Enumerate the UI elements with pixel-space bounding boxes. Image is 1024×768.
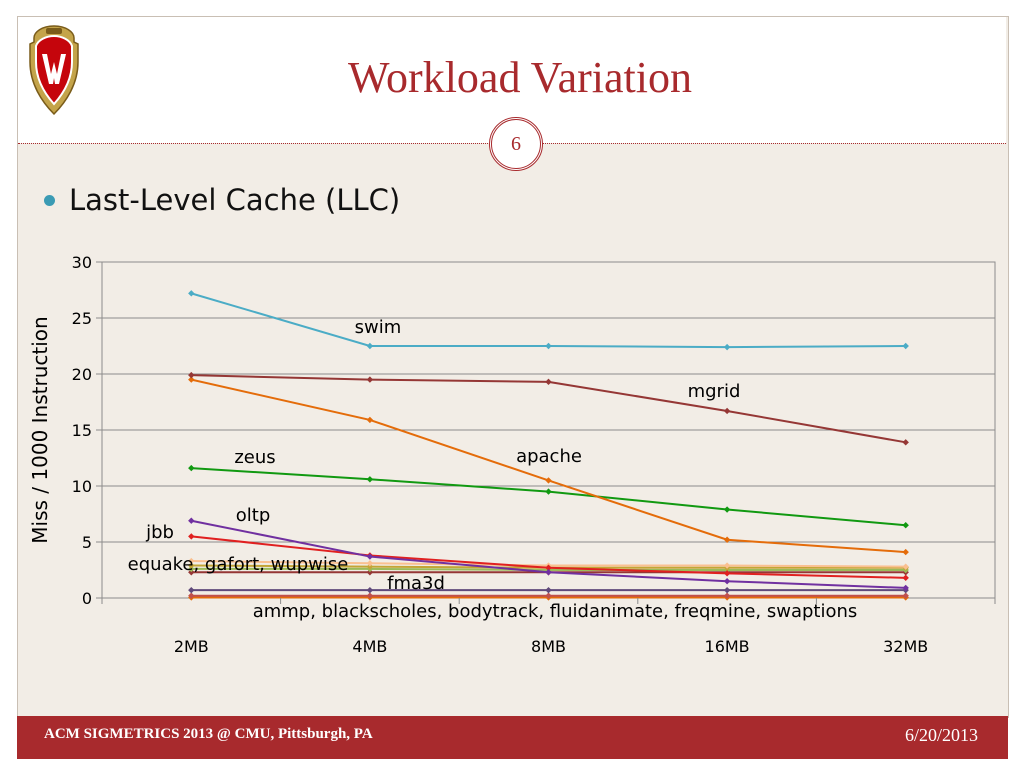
x-tick-label: 4MB	[352, 637, 387, 656]
data-point	[723, 562, 731, 569]
series-annotation: ammp, blackscholes, bodytrack, fluidanim…	[253, 601, 858, 622]
data-point	[366, 592, 374, 599]
chart-gridlines	[102, 261, 995, 599]
data-point	[723, 592, 731, 599]
data-point	[723, 578, 731, 585]
bullet-text: Last-Level Cache (LLC)	[69, 183, 401, 217]
data-point	[902, 584, 909, 592]
data-point	[188, 376, 195, 383]
data-point	[188, 569, 195, 576]
data-point	[188, 517, 195, 524]
data-point	[366, 476, 374, 483]
y-axis-label: Miss / 1000 Instruction	[28, 316, 52, 543]
x-tick-label: 16MB	[705, 637, 750, 656]
data-point	[366, 586, 374, 594]
data-point	[902, 342, 909, 350]
series-annotation: fma3d	[387, 573, 445, 594]
footer-conference: ACM SIGMETRICS 2013 @ CMU, Pittsburgh, P…	[44, 726, 373, 742]
chart-annotations: swim mgrid apache zeus oltp jbb equake, gafort…	[128, 317, 858, 622]
data-point	[545, 586, 552, 594]
bullet-item: Last-Level Cache (LLC)	[44, 180, 400, 220]
data-point	[188, 533, 195, 540]
series-annotation: swim	[355, 317, 402, 338]
y-tick-label: 10	[72, 477, 92, 496]
data-point	[188, 586, 195, 594]
data-point	[366, 416, 374, 424]
series-annotation: zeus	[234, 447, 275, 468]
data-point	[545, 378, 552, 386]
data-point	[545, 569, 552, 576]
y-tick-label: 30	[72, 253, 92, 272]
data-point	[723, 407, 731, 415]
series-annotation: jbb	[145, 522, 174, 543]
data-point	[723, 570, 731, 577]
data-point	[366, 342, 374, 350]
bullet-dot-icon	[44, 194, 55, 206]
slide-title: Workload Variation	[348, 53, 692, 102]
footer-date: 6/20/2013	[904, 725, 978, 745]
data-point	[723, 506, 731, 513]
data-point	[545, 564, 552, 571]
y-tick-label: 25	[72, 309, 92, 328]
data-point	[545, 488, 552, 495]
series-annotation: equake, gafort, wupwise	[128, 554, 349, 575]
y-axis-ticks: 0 5 10 15 20 25 30	[72, 253, 102, 608]
wisconsin-w-crest-icon	[29, 25, 79, 116]
x-tick-label: 8MB	[531, 637, 566, 656]
data-point	[723, 343, 731, 351]
data-point	[366, 553, 374, 560]
series-line	[191, 292, 906, 349]
data-point	[188, 565, 195, 573]
series-line	[191, 467, 906, 527]
data-point	[902, 548, 909, 556]
data-point	[545, 342, 552, 350]
data-point	[723, 536, 731, 543]
y-tick-label: 15	[72, 421, 92, 440]
data-point	[188, 557, 195, 565]
data-point	[366, 563, 374, 570]
series-annotation: apache	[516, 446, 582, 467]
x-tick-label: 2MB	[174, 637, 209, 656]
data-point	[188, 371, 195, 379]
data-point	[366, 376, 374, 383]
x-tick-label: 32MB	[883, 637, 928, 656]
data-point	[902, 574, 909, 582]
series-annotation: oltp	[236, 505, 271, 526]
data-point	[545, 592, 552, 599]
data-point	[902, 439, 909, 446]
y-tick-label: 0	[82, 589, 92, 608]
data-point	[188, 464, 195, 472]
data-point	[188, 562, 195, 569]
x-axis-ticks: 2MB 4MB 8MB 16MB 32MB	[101, 598, 996, 656]
data-point	[366, 560, 374, 567]
y-tick-label: 5	[82, 533, 92, 552]
footer-bar: ACM SIGMETRICS 2013 @ CMU, Pittsburgh, P…	[17, 716, 1008, 759]
slide-number: 6	[489, 117, 543, 171]
data-point	[902, 563, 909, 570]
chart-series	[188, 290, 909, 601]
data-point	[902, 522, 909, 529]
series-line	[191, 374, 906, 444]
data-point	[366, 569, 374, 576]
data-point	[723, 586, 731, 594]
data-point	[545, 477, 552, 484]
data-point	[188, 290, 195, 297]
data-point	[902, 592, 909, 599]
data-point	[188, 592, 195, 599]
y-tick-label: 20	[72, 365, 92, 384]
series-annotation: mgrid	[688, 381, 741, 402]
